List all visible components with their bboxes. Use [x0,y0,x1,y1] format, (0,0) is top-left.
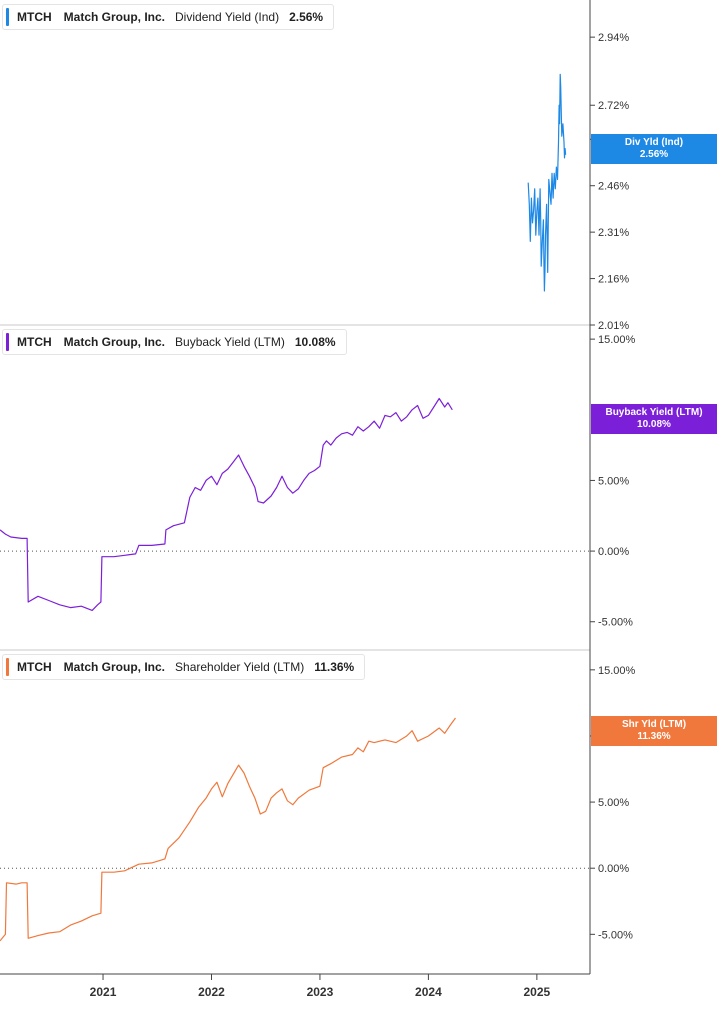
legend-value: 10.08% [294,335,336,349]
series-line-dividend-yield [527,73,567,292]
y-tick-label-dividend-yield: 2.72% [598,100,629,112]
legend-metric: Dividend Yield (Ind) [175,10,280,24]
legend-ticker: MTCH [17,335,52,349]
y-tick-label-buyback-yield: 5.00% [598,475,629,487]
y-tick-label-dividend-yield: 2.01% [598,320,629,332]
x-tick-label: 2021 [90,985,117,999]
legend-dividend-yield: MTCH Match Group, Inc. Dividend Yield (I… [2,4,335,30]
series-swatch [6,658,9,676]
y-tick-label-dividend-yield: 2.46% [598,181,629,193]
legend-value: 11.36% [314,660,355,674]
x-tick-label: 2023 [307,985,334,999]
x-tick-label: 2025 [524,985,551,999]
y-tick-label-shareholder-yield: -5.00% [598,929,633,941]
x-tick-label: 2024 [415,985,442,999]
legend-metric: Shareholder Yield (LTM) [175,660,305,674]
legend-value: 2.56% [289,10,324,24]
series-line-buyback-yield [0,397,453,611]
legend-shareholder-yield: MTCH Match Group, Inc. Shareholder Yield… [2,654,366,680]
y-tick-label-dividend-yield: 2.94% [598,32,629,44]
series-swatch [6,333,9,351]
series-swatch [6,8,9,26]
badge-title: Div Yld (Ind) [624,137,684,148]
legend-ticker: MTCH [17,660,52,674]
legend-company: Match Group, Inc. [63,335,166,349]
badge-title: Shr Yld (LTM) [621,719,687,730]
y-tick-label-buyback-yield: 15.00% [598,334,636,346]
badge-buyback-yield: Buyback Yield (LTM) 10.08% [591,404,717,434]
legend-company: Match Group, Inc. [63,660,166,674]
y-tick-label-dividend-yield: 2.16% [598,274,629,286]
legend-ticker: MTCH [17,10,52,24]
legend-company: Match Group, Inc. [63,10,166,24]
y-tick-label-shareholder-yield: 15.00% [598,665,636,677]
y-tick-label-shareholder-yield: 0.00% [598,863,629,875]
y-tick-label-buyback-yield: -5.00% [598,617,633,629]
badge-value: 2.56% [639,149,669,160]
y-tick-label-dividend-yield: 2.31% [598,227,629,239]
legend-buyback-yield: MTCH Match Group, Inc. Buyback Yield (LT… [2,329,347,355]
badge-value: 10.08% [637,419,671,430]
badge-value: 11.36% [637,731,671,742]
legend-metric: Buyback Yield (LTM) [175,335,285,349]
x-tick-label: 2022 [198,985,225,999]
series-line-shareholder-yield [0,717,456,942]
badge-shareholder-yield: Shr Yld (LTM) 11.36% [591,716,717,746]
y-tick-label-buyback-yield: 0.00% [598,546,629,558]
y-tick-label-shareholder-yield: 5.00% [598,797,629,809]
badge-dividend-yield: Div Yld (Ind) 2.56% [591,134,717,164]
badge-title: Buyback Yield (LTM) [605,407,703,418]
